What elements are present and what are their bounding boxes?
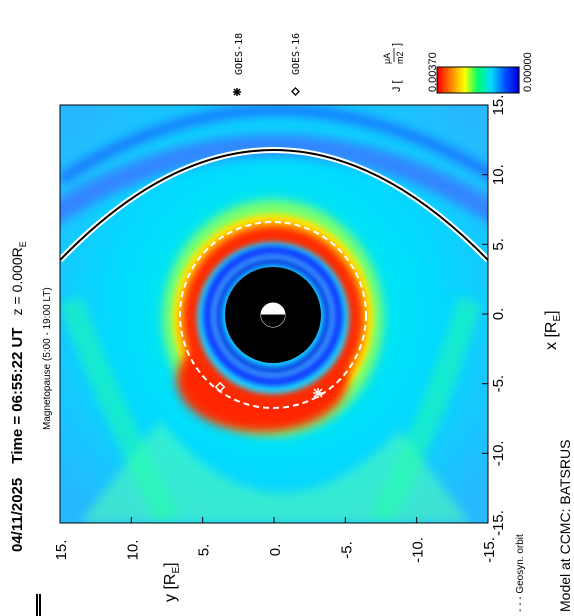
right-lobe-band [369,296,482,523]
colorbar-unit-den: m2 [395,51,405,64]
colorbar-cell [445,67,448,93]
legend-diamond-icon [291,87,300,96]
colorbar-strip [437,67,520,93]
colorbar-cell [504,67,508,93]
geosyn-orbit-label: - - - Geosyn. orbit [515,534,526,612]
y-tick-label: -15. [481,537,498,563]
colorbar-cell [494,67,498,93]
colorbar-cell [490,67,493,93]
colorbar-cell [459,67,463,93]
subtitle: Magnetopause (5:00 - 19:00 LT) [42,287,53,430]
colorbar-frame [436,66,520,94]
colorbar-cell [461,67,465,93]
colorbar-cell [471,67,475,93]
earth-symbol [260,302,286,328]
colorbar-cell [478,67,481,93]
colorbar-cell [453,67,457,93]
colorbar-max-label: 0.00370 [427,52,439,92]
y-tick-label: 15. [53,540,70,561]
colorbar-cell [506,67,510,93]
lower-green-region [80,420,470,523]
x-tick-label: 15. [490,95,507,116]
colorbar-cell [439,67,442,93]
colorbar-cell [512,67,516,93]
colorbar: 0.00370 0.00000 J [ μA m2 ] [382,43,534,94]
y-tick-labels: 15. 10. 5. 0. -5. -10. -15. [53,537,498,563]
legend-goes-18: GOES-18 [233,33,245,96]
goes-16-marker [214,381,226,393]
colorbar-cell [492,67,495,93]
colorbar-cell [473,67,477,93]
colorbar-cell [496,67,500,93]
left-lobe-band [60,295,181,523]
geosynchronous-orbit [179,221,367,409]
colorbar-cell [502,67,506,93]
goes-18-marker [313,388,323,398]
footer-model-label: Model at CCMC: BATSRUS [557,440,573,612]
colorbar-cell [516,67,520,93]
x-tick-label: 5. [490,238,507,251]
y-tick-label: 5. [196,544,213,557]
colorbar-cell [508,67,512,93]
colorbar-cell [465,67,469,93]
colorbar-cell [498,67,502,93]
x-tick-label: -5. [490,375,507,393]
x-tick-label: 10. [490,164,507,185]
colorbar-cell [451,67,454,93]
y-tick-label: 0. [267,544,284,557]
colorbar-cell [484,67,487,93]
colorbar-cell [441,67,444,93]
outer-blue-band [60,134,488,224]
y-tick-label: -10. [410,537,427,563]
plot-area [60,105,488,523]
legend-goes-18-label: GOES-18 [234,33,245,75]
y-tick-label: -5. [338,541,355,559]
legend-goes-16-label: GOES-16 [291,33,302,75]
chart-title: 04/11/2025 Time = 06:55:22 UT z = 0.000R… [9,241,28,552]
x-tick-label: 0. [490,308,507,321]
y-tick-marks [59,517,489,523]
colorbar-cell [455,67,459,93]
y-axis-label: y [RE] [162,562,182,602]
magnetopause-legend-swatch [36,594,41,616]
x-tick-label: -15. [490,510,507,536]
colorbar-cell [510,67,514,93]
colorbar-cell [486,67,489,93]
colorbar-cell [437,67,440,93]
x-axis-label: x [RE] [543,310,563,350]
colorbar-cell [475,67,479,93]
colorbar-min-label: 0.00000 [522,52,534,92]
colorbar-cell [514,67,518,93]
colorbar-cell [469,67,473,93]
magnetopause-line-outline [60,149,488,261]
colorbar-label-end: ] [391,43,403,46]
colorbar-cell [447,67,450,93]
colorbar-cell [480,67,483,93]
colorbar-cell [467,67,471,93]
x-tick-label: -10. [490,440,507,466]
y-tick-label: 10. [124,540,141,561]
colorbar-cell [457,67,461,93]
colorbar-cell [500,67,504,93]
colorbar-label: J [ [391,80,403,92]
colorbar-cell [443,67,446,93]
colorbar-unit-num: μA [382,53,392,64]
x-tick-marks [482,104,488,524]
legend-goes-16: GOES-16 [291,33,302,96]
earth-night-side [261,315,285,327]
colorbar-cell [449,67,452,93]
outer-blue-band-2 [60,105,488,185]
colorbar-cell [463,67,467,93]
colorbar-cell [488,67,491,93]
legend-asterisk-icon [233,88,241,96]
outer-bands [60,105,488,523]
x-tick-labels: -15. -10. -5. 0. 5. 10. 15. [490,95,507,536]
colorbar-cell [482,67,485,93]
